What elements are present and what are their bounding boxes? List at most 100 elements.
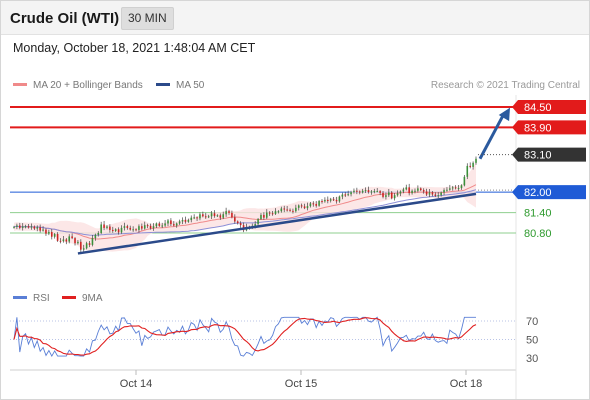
candle <box>376 188 379 193</box>
candle <box>393 192 396 201</box>
candle <box>440 191 442 197</box>
candle <box>210 211 213 219</box>
candle <box>446 187 448 192</box>
candle <box>431 191 434 197</box>
candle <box>16 223 18 230</box>
candle <box>199 212 201 221</box>
candle <box>469 162 471 169</box>
candle <box>309 201 312 208</box>
copyright: Research © 2021 Trading Central <box>430 80 580 91</box>
rsi-tick-70: 70 <box>526 316 538 328</box>
candle <box>50 228 53 240</box>
candle <box>45 228 47 236</box>
candle <box>193 214 195 220</box>
candle <box>97 231 100 237</box>
candle <box>187 218 190 223</box>
candle <box>263 212 265 220</box>
candle <box>141 223 143 231</box>
candle <box>234 214 236 224</box>
candle <box>419 187 422 192</box>
candle <box>239 221 242 228</box>
rsi-tick-50: 50 <box>526 335 538 347</box>
candle <box>358 190 361 195</box>
candle <box>329 197 332 203</box>
candle <box>149 223 152 230</box>
candle <box>228 209 230 215</box>
candle <box>82 244 85 252</box>
candle <box>123 222 126 231</box>
rsi-label: RSI <box>33 293 50 304</box>
candle <box>335 196 338 204</box>
candle <box>361 188 364 194</box>
candle <box>120 225 123 234</box>
x-tick-oct-14: Oct 14 <box>120 378 152 390</box>
price-tag-83.10 <box>512 147 586 162</box>
candle <box>19 222 21 230</box>
candle <box>390 191 393 200</box>
candle <box>414 188 416 194</box>
candle <box>341 192 344 200</box>
candle <box>216 214 219 217</box>
candle <box>181 217 184 225</box>
candle <box>88 240 91 248</box>
candle <box>295 204 297 213</box>
candle <box>300 203 303 209</box>
price-label-83.90: 83.90 <box>524 122 552 134</box>
price-label-82.00: 82.00 <box>524 187 552 199</box>
candle <box>315 200 317 208</box>
candle <box>321 199 323 204</box>
candle <box>100 221 102 235</box>
candle <box>379 190 381 196</box>
chart-header: Crude Oil (WTI) 30 MIN <box>0 0 590 35</box>
candle <box>382 190 384 199</box>
candle <box>405 184 408 191</box>
candle <box>364 187 367 194</box>
candle <box>327 196 329 204</box>
candle <box>402 187 405 194</box>
rsi-line <box>13 316 476 358</box>
ma20-swatch <box>13 82 27 86</box>
candle <box>353 188 355 194</box>
candle <box>422 188 425 194</box>
candle <box>280 206 283 213</box>
candle <box>111 226 114 233</box>
ma9-label: 9MA <box>82 293 103 304</box>
candle <box>143 221 146 230</box>
candle <box>347 190 349 197</box>
candle <box>114 228 117 232</box>
candle <box>135 228 137 232</box>
ma50-swatch <box>156 82 170 86</box>
candle <box>318 199 320 207</box>
candle <box>132 226 134 232</box>
interval-button[interactable]: 30 MIN <box>121 7 174 30</box>
candle <box>425 188 428 196</box>
price-label-80.80: 80.80 <box>524 228 552 240</box>
ma9-swatch <box>62 295 76 299</box>
candle <box>454 185 457 190</box>
candle <box>204 212 207 219</box>
candle <box>62 235 65 243</box>
candle <box>202 211 204 218</box>
price-label-83.10: 83.10 <box>524 150 552 162</box>
candle <box>236 220 239 225</box>
rsi-9ma-line <box>13 317 477 356</box>
candle <box>155 222 158 229</box>
candle <box>164 219 166 227</box>
candle <box>260 213 262 221</box>
candle <box>265 209 268 220</box>
candle <box>385 192 387 200</box>
candle <box>24 224 27 229</box>
candle <box>437 192 440 199</box>
candle <box>268 211 271 216</box>
price-tag-83.90 <box>512 120 586 135</box>
timestamp: Monday, October 18, 2021 1:48:04 AM CET <box>13 41 256 55</box>
candle <box>42 226 44 232</box>
candle <box>74 237 76 246</box>
candle <box>13 225 15 229</box>
candle <box>152 223 155 231</box>
candle <box>68 234 71 244</box>
candle <box>457 184 460 191</box>
candle <box>350 190 352 197</box>
candle <box>306 202 309 211</box>
candle <box>388 189 390 198</box>
